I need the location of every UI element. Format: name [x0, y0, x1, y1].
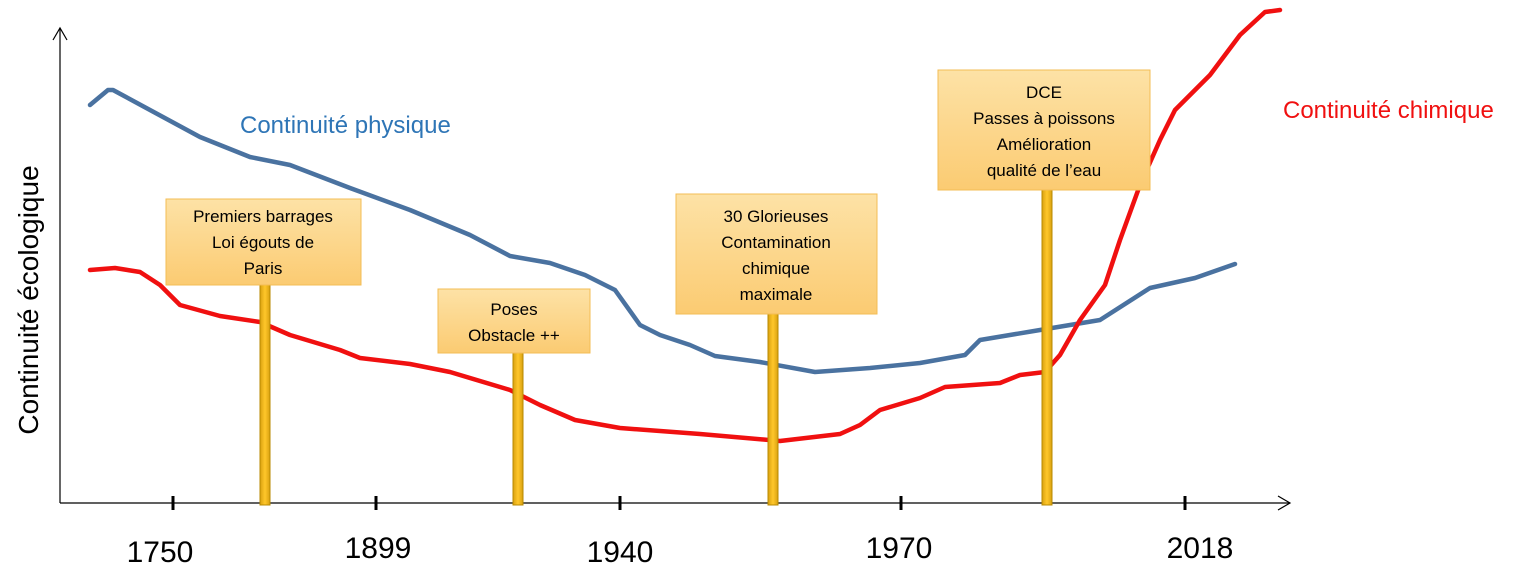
annotation-box: [675, 193, 878, 315]
pole: [767, 309, 779, 506]
annotation-box: [165, 198, 362, 286]
annotation-line: maximale: [740, 285, 813, 304]
x-label: 2018: [1167, 532, 1234, 565]
y-axis-label: Continuité écologique: [13, 165, 44, 434]
x-label: 1899: [345, 532, 412, 565]
annotation-line: qualité de l’eau: [987, 161, 1101, 180]
annotation-line: Loi égouts de: [212, 233, 314, 252]
annotation: DCE Passes à poissons Amélioration quali…: [937, 69, 1151, 191]
x-arrow: [1277, 495, 1292, 511]
annotation-line: chimique: [742, 259, 810, 278]
annotation-line: Contamination: [721, 233, 831, 252]
annotation-line: Obstacle ++: [468, 326, 560, 345]
annotation: Poses Obstacle ++: [437, 288, 591, 354]
annotation-line: Premiers barrages: [193, 207, 333, 226]
annotation-line: Poses: [490, 300, 537, 319]
annotation-line: 30 Glorieuses: [724, 207, 829, 226]
annotation-line: Paris: [244, 259, 283, 278]
x-label: 1940: [587, 536, 654, 567]
curve-label: Continuité chimique: [1283, 97, 1494, 124]
annotation: Premiers barrages Loi égouts de Paris: [165, 198, 362, 286]
annotation-line: Passes à poissons: [973, 109, 1115, 128]
x-label: 1750: [127, 536, 194, 567]
x-label: 1970: [866, 532, 933, 565]
ticks: [171, 496, 1187, 510]
pole: [512, 349, 524, 506]
curve-label: Continuité physique: [240, 112, 451, 139]
y-arrow: [52, 26, 68, 41]
poles: [259, 185, 1053, 506]
pole: [259, 279, 271, 506]
annotation-box: [437, 288, 591, 354]
annotation: 30 Glorieuses Contamination chimique max…: [675, 193, 878, 315]
annotation-line: DCE: [1026, 83, 1062, 102]
annotation-box: [937, 69, 1151, 191]
physical-curve: [87, 87, 1238, 375]
pole: [1041, 185, 1053, 506]
annotation-line: Amélioration: [997, 135, 1092, 154]
